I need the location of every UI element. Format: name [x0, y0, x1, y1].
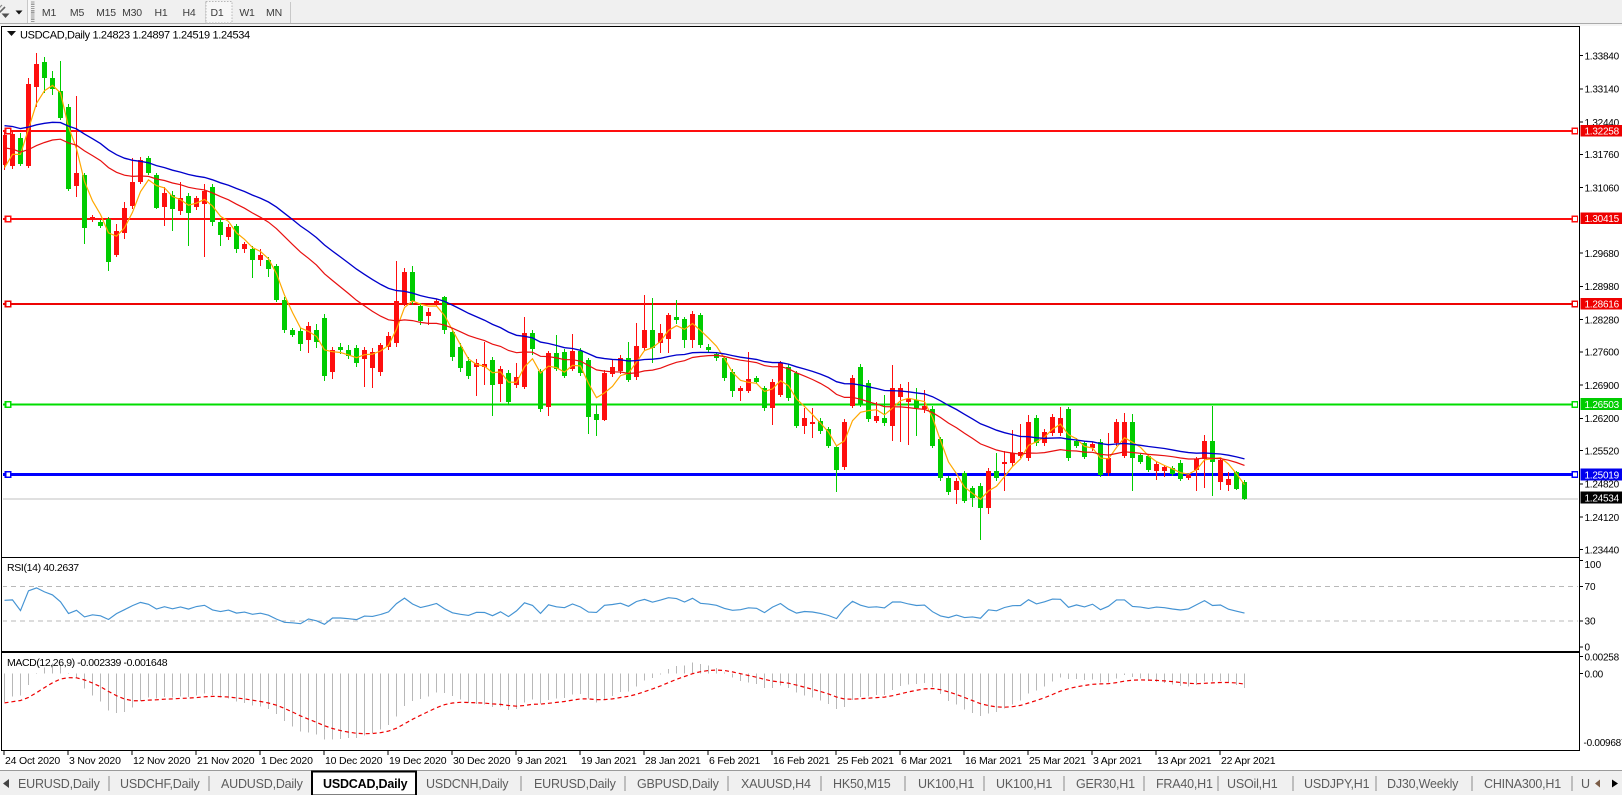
- svg-text:1.30415: 1.30415: [1585, 214, 1620, 225]
- svg-text:1.31060: 1.31060: [1585, 183, 1620, 194]
- svg-text:25 Feb 2021: 25 Feb 2021: [837, 755, 894, 767]
- svg-text:GER30,H1: GER30,H1: [1076, 777, 1135, 791]
- svg-text:1.27600: 1.27600: [1585, 348, 1620, 359]
- svg-text:12 Nov 2020: 12 Nov 2020: [133, 755, 191, 767]
- svg-text:19 Jan 2021: 19 Jan 2021: [581, 755, 637, 767]
- svg-text:19 Dec 2020: 19 Dec 2020: [389, 755, 447, 767]
- svg-text:0.00: 0.00: [1585, 669, 1604, 680]
- svg-text:1.25019: 1.25019: [1585, 470, 1620, 481]
- svg-text:MACD(12,26,9) -0.002339 -0.001: MACD(12,26,9) -0.002339 -0.001648: [7, 657, 168, 669]
- svg-text:16 Mar 2021: 16 Mar 2021: [965, 755, 1022, 767]
- svg-text:XAUUSD,H4: XAUUSD,H4: [741, 777, 811, 791]
- svg-text:EURUSD,Daily: EURUSD,Daily: [18, 777, 101, 791]
- svg-text:USDCAD,Daily 1.24823 1.24897: USDCAD,Daily 1.24823 1.24897 1.24519 1.2…: [20, 30, 250, 42]
- svg-text:1.33140: 1.33140: [1585, 85, 1620, 96]
- svg-text:USDJPY,H1: USDJPY,H1: [1304, 777, 1370, 791]
- svg-text:M30: M30: [122, 7, 142, 19]
- svg-text:H1: H1: [154, 7, 167, 19]
- svg-text:M15: M15: [96, 7, 116, 19]
- svg-text:CHINA300,H1: CHINA300,H1: [1484, 777, 1561, 791]
- svg-text:M1: M1: [42, 7, 57, 19]
- svg-text:USDCAD,Daily: USDCAD,Daily: [323, 777, 408, 791]
- svg-text:1.32258: 1.32258: [1585, 126, 1620, 137]
- svg-text:0.00258: 0.00258: [1585, 653, 1620, 664]
- svg-text:UK100,H1: UK100,H1: [996, 777, 1052, 791]
- svg-text:1.31760: 1.31760: [1585, 150, 1620, 161]
- svg-text:100: 100: [1585, 560, 1602, 571]
- svg-text:25 Mar 2021: 25 Mar 2021: [1029, 755, 1086, 767]
- svg-text:U: U: [1581, 777, 1590, 791]
- svg-text:-0.009687: -0.009687: [1584, 738, 1622, 749]
- svg-text:M5: M5: [70, 7, 85, 19]
- svg-text:1.28616: 1.28616: [1585, 299, 1620, 310]
- svg-text:GBPUSD,Daily: GBPUSD,Daily: [637, 777, 720, 791]
- svg-text:30 Dec 2020: 30 Dec 2020: [453, 755, 511, 767]
- svg-text:HK50,M15: HK50,M15: [833, 777, 891, 791]
- svg-text:1.23440: 1.23440: [1585, 545, 1620, 556]
- svg-text:21 Nov 2020: 21 Nov 2020: [197, 755, 255, 767]
- svg-text:1.32440: 1.32440: [1585, 118, 1620, 129]
- svg-text:1.24820: 1.24820: [1585, 480, 1620, 491]
- svg-text:USDCHF,Daily: USDCHF,Daily: [120, 777, 201, 791]
- svg-text:1.26503: 1.26503: [1585, 400, 1620, 411]
- svg-text:USDCNH,Daily: USDCNH,Daily: [426, 777, 509, 791]
- svg-text:D1: D1: [210, 7, 223, 19]
- svg-text:EURUSD,Daily: EURUSD,Daily: [534, 777, 617, 791]
- svg-text:70: 70: [1585, 582, 1597, 593]
- svg-text:RSI(14) 40.2637: RSI(14) 40.2637: [7, 562, 79, 574]
- svg-text:1.29680: 1.29680: [1585, 249, 1620, 260]
- svg-text:28 Jan 2021: 28 Jan 2021: [645, 755, 701, 767]
- svg-text:W1: W1: [239, 7, 255, 19]
- svg-text:24 Oct 2020: 24 Oct 2020: [5, 755, 60, 767]
- svg-text:6 Feb 2021: 6 Feb 2021: [709, 755, 760, 767]
- svg-text:30: 30: [1585, 617, 1597, 628]
- svg-text:AUDUSD,Daily: AUDUSD,Daily: [221, 777, 304, 791]
- svg-text:16 Feb 2021: 16 Feb 2021: [773, 755, 830, 767]
- svg-text:9 Jan 2021: 9 Jan 2021: [517, 755, 567, 767]
- svg-text:3 Apr 2021: 3 Apr 2021: [1093, 755, 1142, 767]
- svg-text:H4: H4: [182, 7, 195, 19]
- svg-text:1.28980: 1.28980: [1585, 282, 1620, 293]
- svg-text:1.33840: 1.33840: [1585, 51, 1620, 62]
- svg-text:13 Apr 2021: 13 Apr 2021: [1157, 755, 1212, 767]
- svg-text:0: 0: [1585, 643, 1591, 654]
- svg-text:MN: MN: [266, 7, 282, 19]
- svg-text:FRA40,H1: FRA40,H1: [1156, 777, 1213, 791]
- svg-text:UK100,H1: UK100,H1: [918, 777, 974, 791]
- svg-text:1.28280: 1.28280: [1585, 315, 1620, 326]
- svg-text:1.26200: 1.26200: [1585, 414, 1620, 425]
- svg-text:1.25520: 1.25520: [1585, 447, 1620, 458]
- svg-text:1.26900: 1.26900: [1585, 381, 1620, 392]
- svg-text:22 Apr 2021: 22 Apr 2021: [1221, 755, 1276, 767]
- svg-text:1 Dec 2020: 1 Dec 2020: [261, 755, 313, 767]
- svg-text:1.24534: 1.24534: [1585, 493, 1620, 504]
- svg-text:1.24120: 1.24120: [1585, 513, 1620, 524]
- svg-text:3 Nov 2020: 3 Nov 2020: [69, 755, 121, 767]
- svg-text:6 Mar 2021: 6 Mar 2021: [901, 755, 952, 767]
- svg-text:DJ30,Weekly: DJ30,Weekly: [1387, 777, 1459, 791]
- svg-text:10 Dec 2020: 10 Dec 2020: [325, 755, 383, 767]
- svg-text:USOil,H1: USOil,H1: [1227, 777, 1278, 791]
